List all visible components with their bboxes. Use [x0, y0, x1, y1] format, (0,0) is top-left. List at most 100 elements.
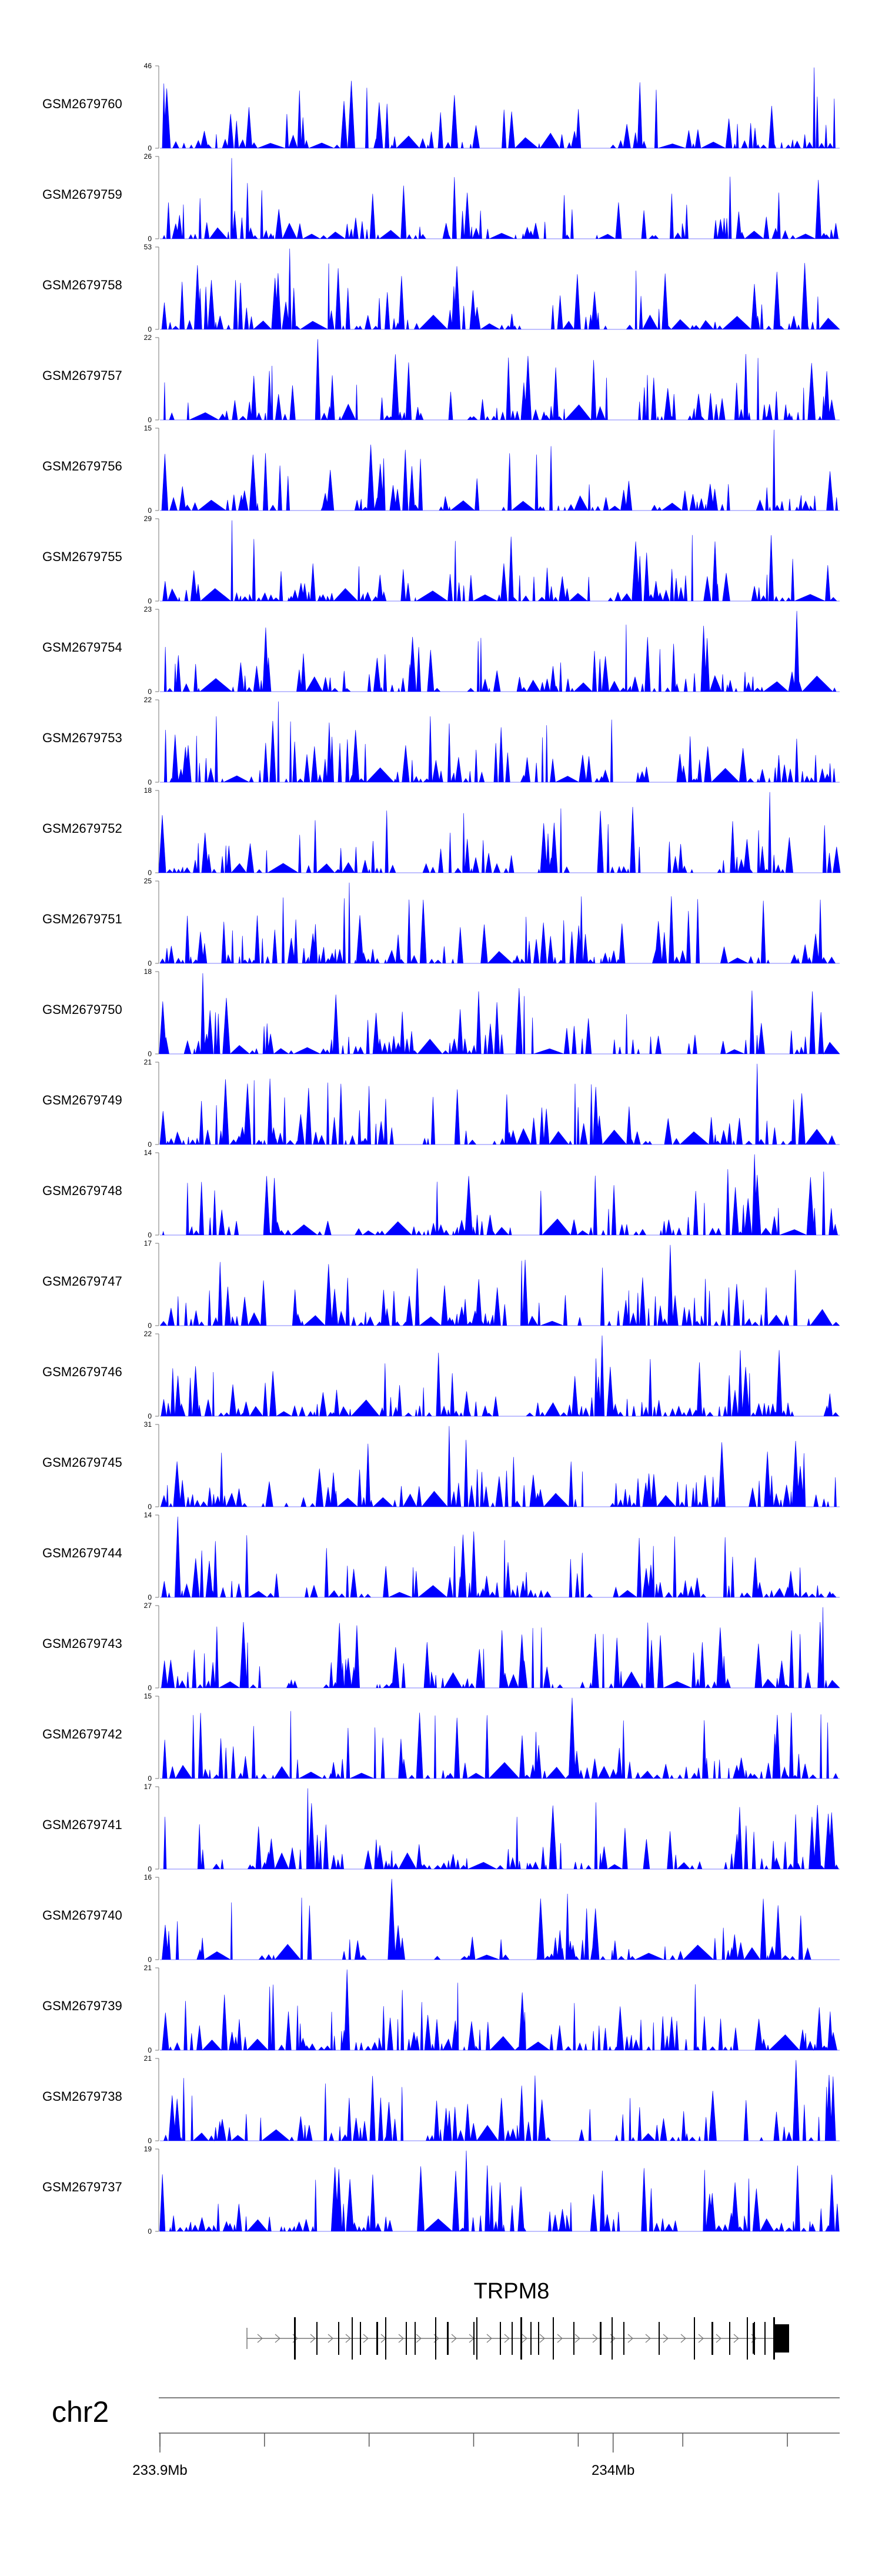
y-min-label: 0: [148, 1322, 152, 1330]
y-min-label: 0: [148, 1140, 152, 1149]
y-min-label: 0: [148, 1412, 152, 1420]
exon: [360, 2322, 361, 2355]
coverage-track: GSM2679760 46 0: [42, 62, 840, 152]
strand-arrow: [574, 2334, 580, 2343]
coverage-track: GSM2679741 17 0: [42, 1783, 840, 1873]
track-label: GSM2679738: [42, 2089, 122, 2104]
coordinate-ticks: 233.9Mb 234Mb: [132, 2433, 788, 2478]
exon: [530, 2322, 532, 2355]
y-min-label: 0: [148, 1050, 152, 1058]
exon: [385, 2317, 386, 2360]
strand-arrow: [310, 2334, 316, 2343]
coverage-track: GSM2679754 23 0: [42, 605, 840, 696]
y-min-label: 0: [148, 235, 152, 243]
coverage-area: [160, 1969, 840, 2051]
coverage-area: [160, 701, 840, 783]
gene-structure: [246, 2317, 789, 2360]
coverage-track: GSM2679738 21 0: [42, 2054, 840, 2145]
chromosome-label: chr2: [52, 2395, 109, 2428]
y-min-label: 0: [148, 1774, 152, 1783]
exon: [553, 2317, 554, 2360]
coverage-area: [160, 610, 840, 693]
y-min-label: 0: [148, 869, 152, 877]
strand-arrow: [328, 2334, 333, 2343]
y-max-label: 22: [144, 333, 152, 342]
exon: [476, 2317, 477, 2360]
y-min-label: 0: [148, 2137, 152, 2145]
coverage-track: GSM2679752 18 0: [42, 786, 841, 877]
y-min-label: 0: [148, 1865, 152, 1873]
y-min-label: 0: [148, 1593, 152, 1601]
y-max-label: 14: [144, 1511, 152, 1519]
exon: [729, 2322, 730, 2355]
coverage-track: GSM2679743 27 0: [42, 1601, 840, 1692]
strand-arrow: [522, 2334, 527, 2343]
coverage-track: GSM2679737 19 0: [42, 2145, 840, 2235]
coverage-tracks: GSM2679760460GSM2679759260GSM2679758530G…: [42, 62, 841, 2235]
strand-arrow: [504, 2334, 510, 2343]
coordinate-label: 233.9Mb: [132, 2462, 187, 2478]
strand-arrow: [645, 2334, 651, 2343]
y-max-label: 46: [144, 62, 152, 70]
track-label: GSM2679748: [42, 1183, 122, 1198]
exon: [538, 2322, 539, 2355]
y-min-label: 0: [148, 959, 152, 967]
gene-label: TRPM8: [474, 2279, 550, 2304]
coverage-track: GSM2679745 31 0: [42, 1420, 840, 1511]
exon: [352, 2317, 353, 2360]
y-max-label: 25: [144, 877, 152, 885]
strand-arrow: [539, 2334, 545, 2343]
strand-arrow: [716, 2334, 721, 2343]
coverage-track: GSM2679747 17 0: [42, 1239, 840, 1330]
coverage-track: GSM2679739 21 0: [42, 1964, 840, 2054]
y-max-label: 15: [144, 1692, 152, 1700]
y-min-label: 0: [148, 1684, 152, 1692]
y-max-label: 16: [144, 1873, 152, 1881]
exon: [316, 2322, 318, 2355]
exon: [406, 2322, 407, 2355]
strand-arrow: [486, 2334, 492, 2343]
strand-arrow: [398, 2334, 404, 2343]
coverage-area: [159, 973, 840, 1055]
exon: [694, 2317, 695, 2360]
track-label: GSM2679743: [42, 1636, 122, 1651]
strand-arrow: [363, 2334, 369, 2343]
coverage-track: GSM2679746 22 0: [42, 1330, 840, 1420]
coverage-track: GSM2679758 53 0: [42, 243, 840, 333]
y-min-label: 0: [148, 1231, 152, 1239]
utr-block: [775, 2324, 789, 2353]
strand-arrow: [663, 2334, 669, 2343]
track-label: GSM2679747: [42, 1274, 122, 1289]
track-label: GSM2679753: [42, 730, 122, 745]
coverage-track: GSM2679759 26 0: [42, 152, 840, 243]
exon: [659, 2322, 660, 2355]
coverage-area: [160, 1878, 840, 1960]
coverage-area: [160, 520, 840, 602]
coverage-area: [160, 1788, 840, 1870]
strand-arrow: [557, 2334, 563, 2343]
y-min-label: 0: [148, 325, 152, 333]
exon: [600, 2322, 602, 2355]
track-label: GSM2679758: [42, 278, 122, 292]
exon: [338, 2322, 339, 2355]
y-min-label: 0: [148, 597, 152, 605]
coverage-area: [159, 882, 840, 965]
exon: [747, 2317, 748, 2360]
coverage-area: [158, 792, 841, 873]
coverage-area: [160, 1154, 840, 1236]
coverage-area: [160, 1607, 840, 1689]
track-label: GSM2679752: [42, 821, 122, 836]
y-max-label: 31: [144, 1420, 152, 1429]
exon: [294, 2317, 296, 2360]
strand-arrow: [592, 2334, 598, 2343]
track-label: GSM2679742: [42, 1727, 122, 1741]
coverage-track: GSM2679749 21 0: [42, 1058, 840, 1149]
y-max-label: 26: [144, 152, 152, 161]
y-max-label: 17: [144, 1239, 152, 1247]
coverage-area: [160, 2060, 840, 2141]
y-max-label: 15: [144, 424, 152, 432]
track-label: GSM2679757: [42, 368, 122, 383]
strand-arrow: [257, 2334, 263, 2343]
strand-arrow: [733, 2334, 739, 2343]
exon: [447, 2322, 449, 2355]
